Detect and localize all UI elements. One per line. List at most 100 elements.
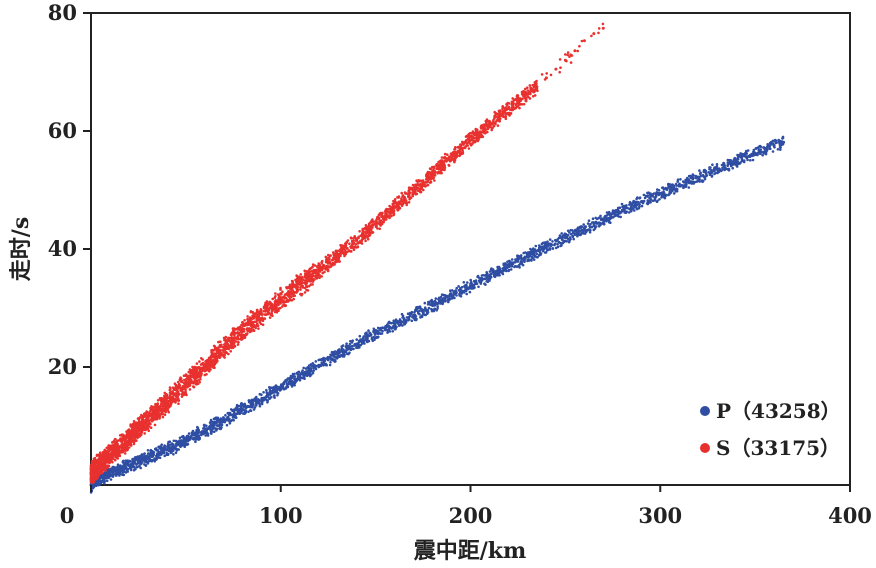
data-point [544,251,548,254]
data-point [229,419,233,423]
data-point [614,208,618,212]
data-point [324,363,328,366]
data-point [690,182,693,185]
data-point [123,452,127,455]
data-point [485,273,489,277]
data-point [675,189,679,193]
data-point [372,330,376,333]
data-point [278,389,282,392]
data-point [605,214,609,217]
data-point [443,168,446,172]
data-point [264,313,268,316]
data-point [257,401,261,405]
data-point [773,146,776,149]
data-point [574,232,577,235]
data-point [404,192,407,195]
data-point [324,255,328,259]
data-point [139,461,142,465]
data-point [348,342,352,346]
data-point [644,194,648,198]
data-point [394,320,398,323]
data-point [531,256,534,260]
data-point [633,209,636,212]
data-point [714,171,718,174]
data-point [533,94,537,97]
data-point [371,339,375,343]
data-point [326,356,330,359]
data-point [225,423,229,427]
data-point [463,285,467,289]
data-point [580,39,584,43]
data-point [427,301,431,304]
data-point [377,213,381,217]
data-point [710,171,713,175]
data-point [726,158,730,162]
data-point [176,398,180,402]
data-point [774,141,778,145]
data-point [701,180,704,183]
data-point [372,336,375,339]
data-point [561,239,565,242]
data-point [358,334,362,338]
data-point [285,382,289,386]
data-point [349,347,353,351]
data-point [262,391,265,394]
data-point [573,49,577,53]
data-point [268,391,271,394]
data-point [276,392,280,395]
data-point [413,313,417,317]
data-point [161,449,165,453]
data-point [459,290,462,293]
data-point [510,265,514,268]
data-point [520,257,524,261]
data-point [202,427,205,430]
data-point [412,185,416,189]
data-point [457,285,460,288]
data-point [385,218,388,221]
data-point [258,321,262,324]
data-point [620,210,623,214]
data-point [137,455,141,459]
data-point [744,155,747,158]
data-point [492,124,496,128]
data-point [109,478,113,481]
data-point [314,275,318,279]
data-point [135,465,139,469]
data-point [276,388,279,391]
data-point [557,240,561,244]
data-point [400,197,403,201]
data-point [462,281,466,284]
data-point [509,268,513,271]
data-point [498,270,502,274]
data-point [242,403,245,407]
data-point [220,423,224,427]
data-point [656,199,659,203]
data-point [163,448,167,451]
data-point [543,243,547,247]
data-point [441,301,444,304]
data-point [687,186,691,189]
data-point [127,446,131,449]
data-point [149,409,152,413]
data-point [776,148,780,151]
data-point [433,307,436,311]
data-point [124,461,128,465]
data-point [364,224,368,227]
data-point [410,319,414,323]
data-point [460,285,464,289]
data-point [469,278,473,282]
data-point [392,319,396,323]
data-point [478,280,482,284]
data-point [311,364,315,368]
data-point [534,244,538,248]
data-point [687,178,690,182]
data-point [209,368,212,371]
data-point [322,357,326,361]
data-point [314,367,318,371]
data-point [398,323,401,327]
data-point [755,146,758,150]
data-point [511,261,515,265]
data-point [190,431,194,435]
data-point [701,173,705,177]
data-point [118,447,121,451]
